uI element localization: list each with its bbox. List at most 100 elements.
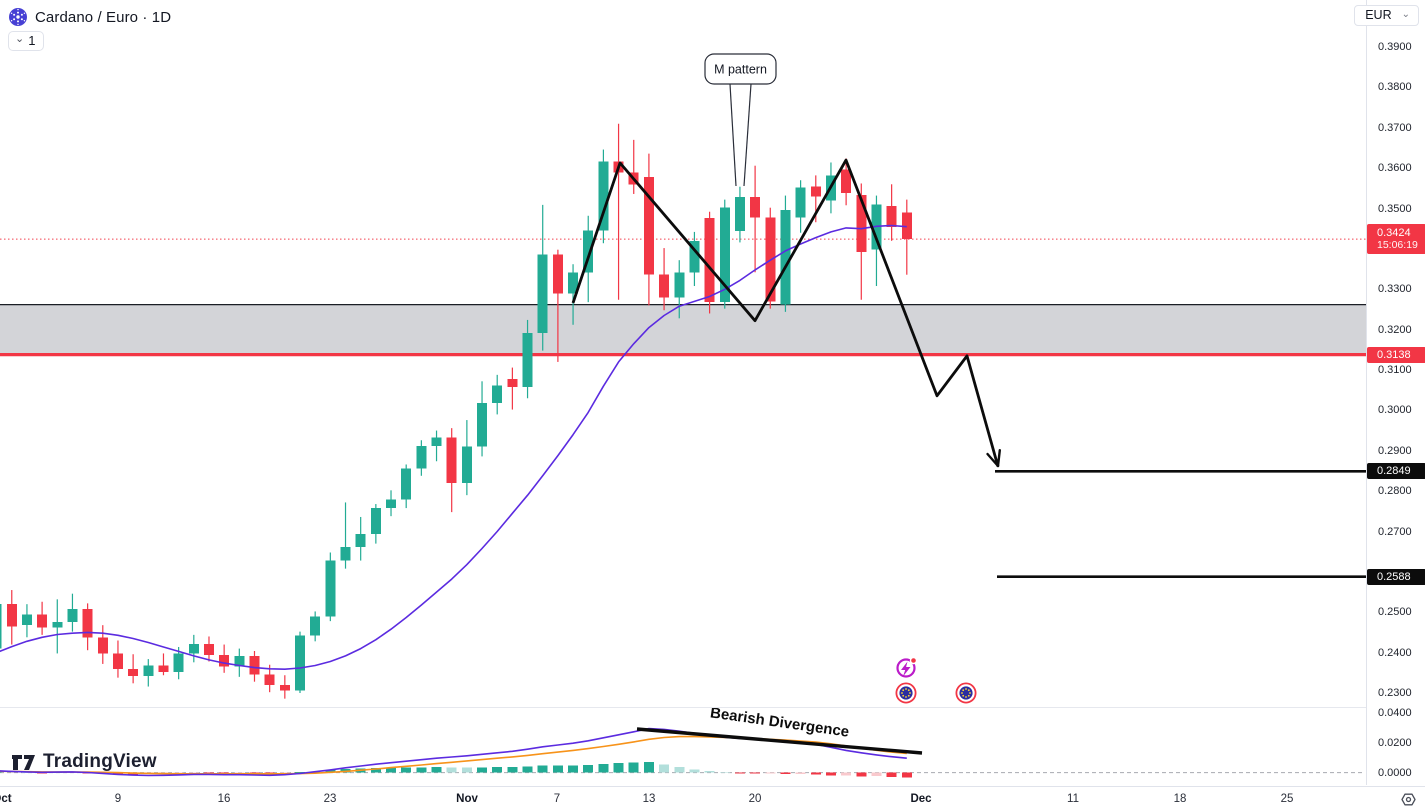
candle[interactable] (401, 464, 412, 509)
candle[interactable] (886, 184, 897, 241)
candle[interactable] (598, 149, 609, 244)
macd-histogram-bar (765, 772, 776, 774)
time-tick: 13 (642, 793, 656, 805)
m-pattern-drawing[interactable] (571, 158, 1001, 468)
candle[interactable] (143, 659, 154, 687)
candle-body (522, 332, 533, 387)
candle-body (810, 186, 821, 197)
symbol-legend[interactable]: Cardano / Euro · 1D (8, 7, 171, 27)
candle[interactable] (643, 153, 654, 306)
candle-body (264, 674, 275, 685)
m-pattern-callout[interactable]: M pattern (704, 53, 777, 187)
level-price-badge: 0.3138 (1367, 346, 1425, 363)
eu-flag-icon[interactable] (895, 682, 917, 704)
candle-body (795, 187, 806, 218)
ma-path[interactable] (0, 224, 907, 670)
interval-button[interactable]: ⌄ 1 (8, 31, 45, 51)
candle[interactable] (689, 231, 700, 287)
candle[interactable] (82, 603, 93, 651)
candle[interactable] (431, 430, 442, 462)
candle[interactable] (719, 199, 730, 309)
eu-flag-icon[interactable] (955, 682, 977, 704)
candle[interactable] (158, 653, 169, 676)
panel-divider[interactable] (0, 707, 1425, 708)
candle[interactable] (613, 123, 624, 300)
candle[interactable] (537, 204, 548, 351)
candle[interactable] (370, 504, 381, 544)
time-axis[interactable]: Oct 9 16 23 Nov 7 13 20 Dec 11 18 25 (0, 786, 1425, 812)
target-lines[interactable] (995, 470, 1366, 579)
gear-icon[interactable] (1401, 792, 1416, 807)
candle[interactable] (795, 180, 806, 233)
candle[interactable] (780, 195, 791, 312)
candlesticks (0, 123, 912, 699)
candle[interactable] (386, 490, 397, 517)
candle[interactable] (568, 264, 579, 325)
candle[interactable] (522, 319, 533, 399)
macd-histogram-bar (568, 765, 579, 773)
candle[interactable] (21, 604, 32, 638)
macd-panel[interactable] (0, 727, 1362, 778)
candle[interactable] (249, 651, 260, 682)
candle[interactable] (477, 381, 488, 457)
candle[interactable] (841, 158, 852, 206)
candle[interactable] (734, 186, 745, 243)
candle-body (431, 437, 442, 446)
price-levels[interactable] (0, 238, 1366, 357)
candle[interactable] (628, 139, 639, 194)
candle[interactable] (340, 502, 351, 569)
candle[interactable] (901, 199, 912, 275)
candle[interactable] (416, 440, 427, 476)
currency-selector[interactable]: EUR ⌄ (1354, 5, 1419, 26)
macd-histogram-bar (583, 764, 594, 773)
candle[interactable] (219, 644, 230, 673)
time-tick: Oct (0, 793, 12, 805)
moving-average-line[interactable] (0, 224, 907, 670)
candle-body (856, 194, 867, 253)
candle[interactable] (461, 420, 472, 496)
chevron-down-icon: ⌄ (15, 32, 25, 45)
candle[interactable] (173, 646, 184, 680)
candle[interactable] (674, 260, 685, 319)
flash-icon[interactable] (896, 656, 918, 678)
candle[interactable] (128, 654, 139, 684)
macd-histogram-bar (295, 772, 305, 773)
candle[interactable] (295, 631, 305, 693)
candle[interactable] (325, 552, 336, 622)
candle[interactable] (188, 634, 199, 663)
candle[interactable] (6, 590, 17, 645)
bearish-divergence-drawing[interactable]: Bearish Divergence (636, 704, 923, 755)
candle[interactable] (203, 636, 214, 662)
candle[interactable] (52, 599, 63, 654)
candle[interactable] (37, 601, 48, 635)
zone-rect[interactable] (0, 304, 1366, 354)
divergence-line[interactable] (636, 727, 923, 755)
candle-body (6, 604, 17, 627)
candle[interactable] (97, 625, 108, 664)
interval-label: 1 (28, 33, 36, 48)
candle[interactable] (112, 640, 123, 678)
price-chart[interactable]: M pattern Bearish Divergence (0, 0, 1366, 785)
supply-zone[interactable] (0, 303, 1366, 354)
callout-box[interactable] (704, 53, 777, 85)
candle[interactable] (310, 611, 321, 642)
candle[interactable] (446, 428, 457, 513)
candle[interactable] (552, 249, 563, 362)
candle[interactable] (492, 374, 503, 415)
candle[interactable] (355, 516, 366, 561)
candle[interactable] (750, 165, 761, 273)
badge-price: 0.2588 (1377, 570, 1411, 583)
candle[interactable] (279, 675, 290, 699)
candle[interactable] (659, 248, 670, 311)
macd-histogram-bar (446, 767, 457, 773)
indicator-tick: 0.0200 (1378, 736, 1412, 749)
macd-histogram-bar (598, 763, 609, 773)
current-price-badge: 0.3424 15:06:19 (1367, 224, 1425, 255)
price-tick: 0.2400 (1378, 646, 1412, 659)
candle[interactable] (234, 648, 245, 677)
candle[interactable] (0, 588, 2, 655)
price-axis[interactable]: 0.3900 0.3800 0.3700 0.3600 0.3500 0.3300 0.32… (1366, 0, 1425, 785)
candle[interactable] (67, 593, 78, 632)
candle[interactable] (507, 367, 518, 410)
m-pattern-line[interactable] (571, 158, 1000, 467)
